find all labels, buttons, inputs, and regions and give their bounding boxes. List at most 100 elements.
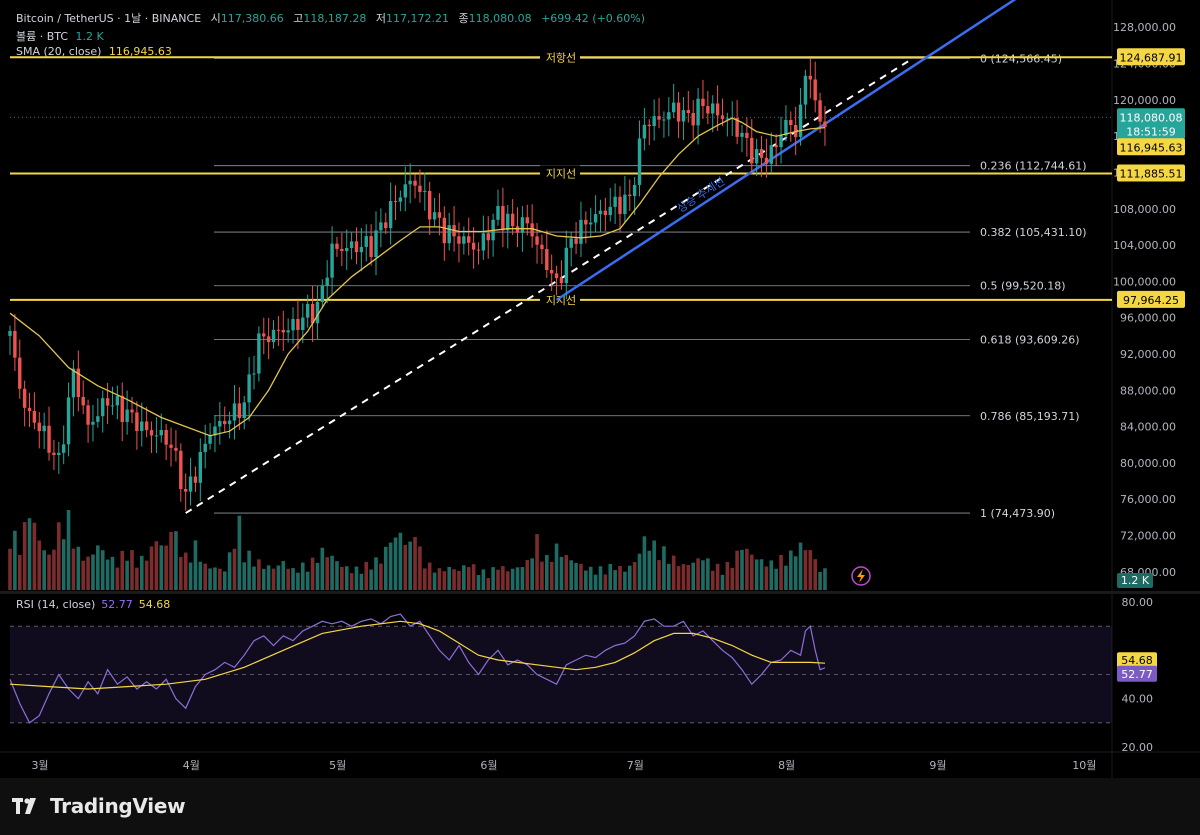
sr-level-label: 저항선 [546,51,576,64]
volume-bar [81,560,85,590]
lightning-icon [851,566,871,586]
volume-bar [203,563,207,590]
price-chart[interactable]: 68,000.0072,000.0076,000.0080,000.0084,0… [0,0,1200,778]
volume-bar [520,567,525,590]
x-month-label: 9월 [929,759,946,772]
candle-body [110,405,115,407]
candle-body [13,330,17,358]
candle-body [745,132,749,138]
volume-bar [91,554,95,590]
volume-bar [745,548,749,590]
volume-bar [579,563,583,590]
candle-body [135,412,139,431]
symbol-title[interactable]: Bitcoin / TetherUS · 1날 · BINANCE [16,12,202,25]
volume-bar [657,560,661,590]
x-month-label: 7월 [627,759,644,772]
volume-bar [671,555,676,590]
candle-body [140,421,144,431]
volume-label[interactable]: 볼륨 · BTC [16,30,69,43]
candle-body [144,421,149,431]
fib-level-label: 0 (124,566.45) [980,52,1062,65]
x-month-label: 4월 [183,759,200,772]
rsi-tick-label: 80.00 [1122,596,1154,609]
chart-header-row-3: SMA (20, close) 116,945.63 [16,45,172,58]
brand-name: TradingView [50,794,186,818]
volume-bar [139,555,144,590]
volume-bar [798,542,803,590]
volume-bar [647,550,652,590]
volume-bar [218,568,222,590]
volume-bar [105,559,110,590]
volume-bar [481,569,486,590]
volume-bar [564,555,569,590]
volume-bar [188,562,193,590]
last-price-tag-bg [1117,108,1185,140]
candle-body [384,222,388,229]
volume-bar [715,563,720,590]
rsi-tag-label: 52.77 [1121,668,1153,681]
y-tick-label: 104,000.00 [1113,239,1176,252]
volume-bar [310,557,315,590]
volume-bar [408,541,412,590]
candle-body [696,98,700,126]
low-value: 117,172.21 [386,12,449,25]
candle-body [18,357,22,389]
rsi-label[interactable]: RSI (14, close) [16,598,96,611]
candle-body [193,476,198,483]
volume-bar [71,548,76,590]
volume-bar [305,571,310,590]
volume-bar [505,571,510,590]
volume-bar [754,559,759,590]
candle-body [808,75,813,80]
volume-bar [276,565,281,590]
candle-body [632,184,637,197]
candle-body [120,395,124,423]
volume-bar [764,566,769,590]
volume-bar [164,545,168,590]
candle-body [398,197,403,202]
candle-body [476,249,481,251]
candle-body [179,450,183,490]
sma-label[interactable]: SMA (20, close) [16,45,102,58]
volume-bar [296,572,300,590]
close-label: 종 [458,12,469,25]
high-value: 118,187.28 [303,12,367,25]
candle-body [42,425,46,432]
y-tick-label: 128,000.00 [1113,21,1176,34]
candle-body [252,373,256,375]
volume-bar [261,568,266,590]
candle-body [174,447,178,451]
candle-body [115,395,120,406]
last-price-tag-label: 118,080.08 [1120,111,1183,124]
volume-bar [789,550,793,590]
candle-body [393,201,398,203]
volume-bar [100,550,105,590]
volume-bar [603,574,608,590]
y-tick-label: 80,000.00 [1120,457,1176,470]
volume-bar [793,556,798,590]
candle-body [37,422,41,432]
candle-body [310,303,315,324]
price-tag-bg [1117,164,1185,182]
volume-bar [266,565,271,590]
volume-bar [8,548,12,590]
candle-body [598,210,603,215]
volume-bar [779,555,783,590]
rsi-tag-bg [1117,665,1157,682]
high-label: 고 [293,12,304,25]
volume-bar [501,566,505,590]
volume-bar [642,536,647,590]
volume-bar [193,540,198,590]
candle-body [628,194,632,197]
volume-bar [183,552,188,590]
candle-body [149,430,154,436]
tradingview-logo[interactable]: TradingView [12,794,186,818]
candle-body [686,110,691,114]
volume-bar [676,566,681,590]
candle-body [554,273,559,279]
candle-body [232,403,237,421]
volume-bar [588,566,593,590]
volume-bar [179,557,183,590]
candle-body [642,124,647,139]
volume-bar [281,561,286,590]
